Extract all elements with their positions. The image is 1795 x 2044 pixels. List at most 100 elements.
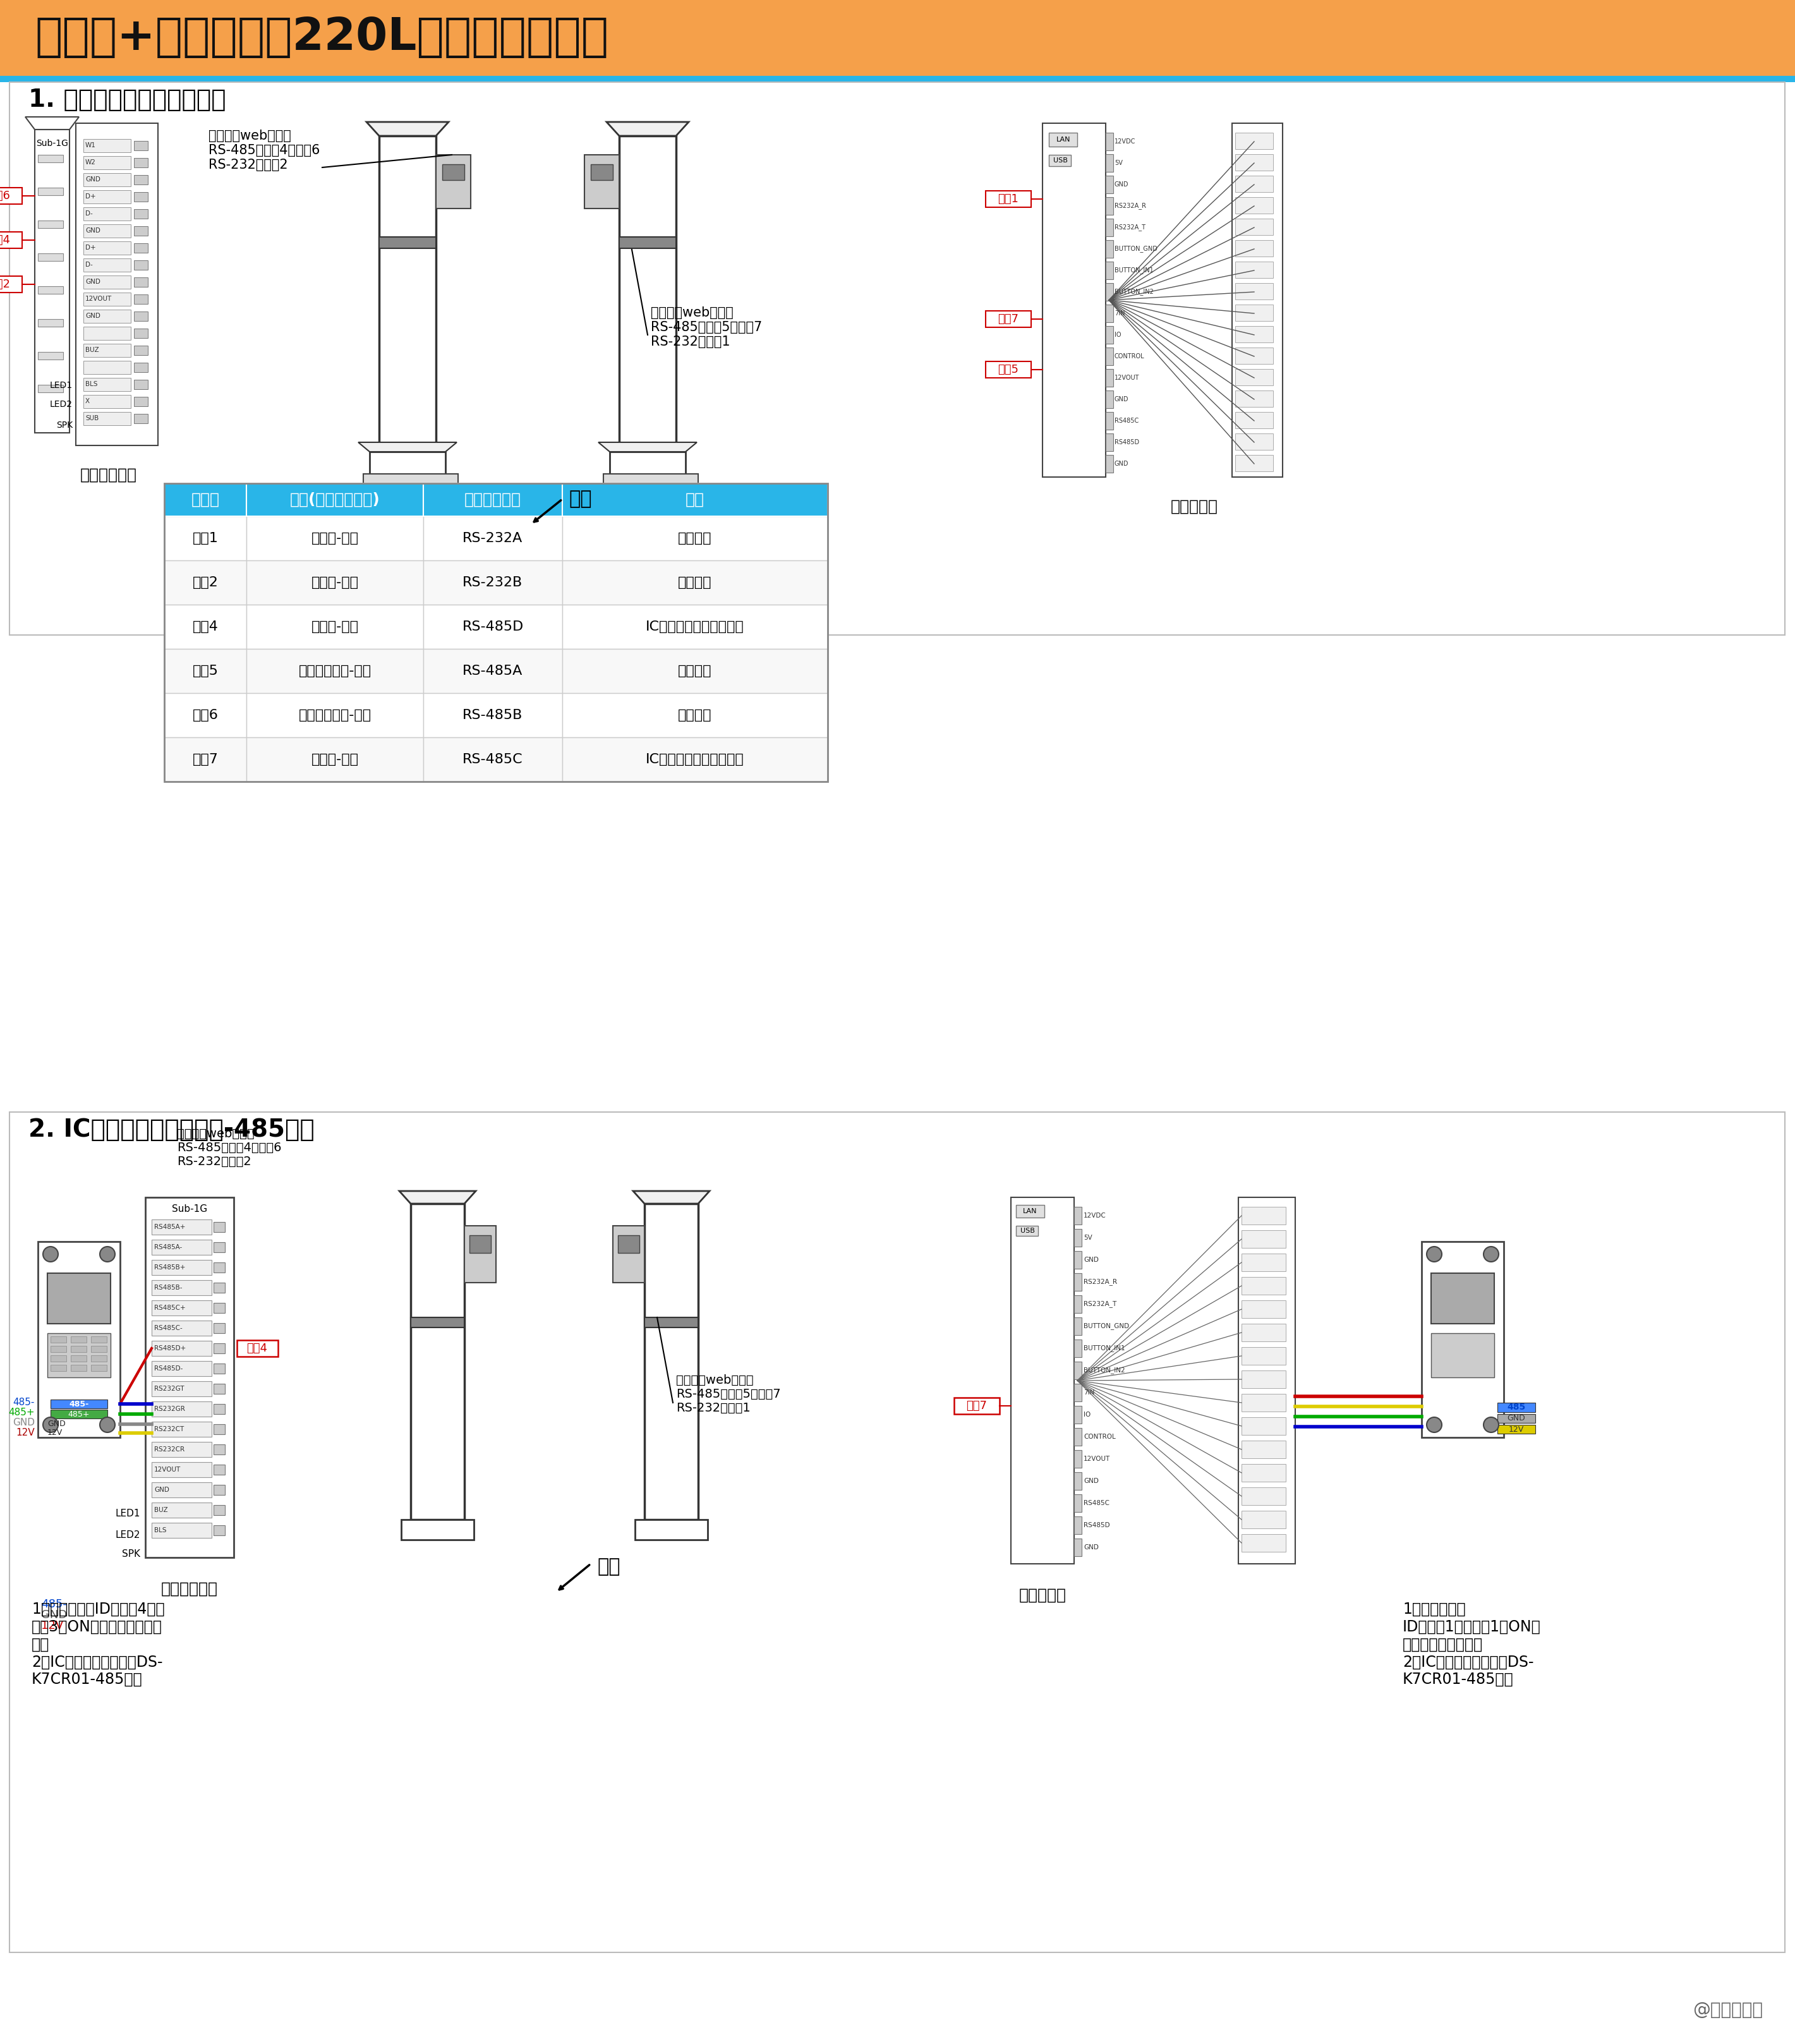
- Bar: [1073, 1206, 1082, 1224]
- Text: Sub-1G: Sub-1G: [172, 1204, 206, 1214]
- Polygon shape: [366, 123, 449, 135]
- Bar: [83, 139, 131, 151]
- Circle shape: [43, 1247, 57, 1261]
- Bar: [165, 482, 827, 781]
- Bar: [0, 0, 1795, 76]
- Bar: [1235, 370, 1273, 386]
- Text: 12V: 12V: [41, 1621, 63, 1631]
- Bar: [151, 1482, 212, 1498]
- Bar: [424, 517, 562, 560]
- Text: 出向对应web显示：
RS-485：串口4、串口6
RS-232：串口2: 出向对应web显示： RS-485：串口4、串口6 RS-232：串口2: [178, 1128, 282, 1167]
- Bar: [424, 693, 562, 738]
- Text: 串口7: 串口7: [966, 1400, 987, 1412]
- Text: GND: GND: [86, 278, 101, 284]
- Text: GND: GND: [1084, 1257, 1099, 1263]
- Bar: [1235, 133, 1273, 149]
- Bar: [246, 693, 424, 738]
- Bar: [411, 1318, 465, 1327]
- Text: GND: GND: [1115, 460, 1129, 466]
- Bar: [83, 225, 131, 237]
- Text: RS-485C: RS-485C: [463, 752, 522, 766]
- Bar: [1016, 1226, 1038, 1237]
- Bar: [1073, 1251, 1082, 1269]
- Text: LAN: LAN: [1055, 137, 1070, 143]
- Bar: [83, 394, 131, 409]
- Text: 1. 串口用途分布及用途说明: 1. 串口用途分布及用途说明: [29, 88, 226, 112]
- Bar: [1239, 1198, 1296, 1564]
- Bar: [1106, 327, 1113, 343]
- Text: 12V: 12V: [16, 1429, 34, 1437]
- Bar: [83, 292, 131, 307]
- Text: 串口2: 串口2: [0, 278, 11, 290]
- Bar: [135, 192, 147, 202]
- Text: GND: GND: [154, 1486, 169, 1492]
- Text: 指纹头-进门: 指纹头-进门: [311, 531, 359, 544]
- Text: 权限控制器: 权限控制器: [1170, 499, 1217, 515]
- Bar: [0, 188, 22, 204]
- Bar: [635, 1519, 707, 1539]
- Text: BUTTON_IN1: BUTTON_IN1: [1115, 268, 1154, 274]
- Bar: [1073, 1429, 1082, 1445]
- Bar: [165, 738, 246, 781]
- Bar: [38, 253, 63, 262]
- Bar: [151, 1300, 212, 1316]
- Bar: [92, 1365, 106, 1372]
- Bar: [1422, 1241, 1504, 1437]
- Bar: [1073, 1406, 1082, 1423]
- Bar: [562, 482, 827, 517]
- Bar: [591, 164, 612, 180]
- Bar: [135, 294, 147, 305]
- Text: RS485A-: RS485A-: [154, 1245, 181, 1251]
- Polygon shape: [25, 117, 79, 129]
- Text: 2. IC读卡器接入人员通道-485方式: 2. IC读卡器接入人员通道-485方式: [29, 1118, 314, 1141]
- Text: 默认通讯方式: 默认通讯方式: [465, 493, 521, 507]
- Text: 入口: 入口: [569, 491, 592, 509]
- Bar: [214, 1525, 224, 1535]
- Text: USB: USB: [1020, 1228, 1034, 1235]
- Bar: [585, 155, 619, 208]
- Text: 串口5: 串口5: [192, 664, 219, 677]
- Text: 5V: 5V: [1115, 159, 1122, 166]
- Bar: [47, 1273, 111, 1325]
- Bar: [38, 352, 63, 360]
- Bar: [151, 1402, 212, 1416]
- Text: USB: USB: [1054, 157, 1068, 164]
- Bar: [1106, 282, 1113, 300]
- Bar: [135, 397, 147, 407]
- Text: 权限控制器: 权限控制器: [1020, 1588, 1066, 1602]
- Text: SUB: SUB: [86, 415, 99, 421]
- Bar: [1242, 1535, 1285, 1551]
- Bar: [1497, 1414, 1535, 1423]
- Bar: [1235, 262, 1273, 278]
- Text: 12VOUT: 12VOUT: [154, 1466, 181, 1474]
- Text: 485+: 485+: [9, 1408, 34, 1419]
- Bar: [1242, 1230, 1285, 1249]
- Bar: [246, 517, 424, 560]
- Bar: [1235, 347, 1273, 364]
- Text: W2: W2: [86, 159, 95, 166]
- Text: 备注: 备注: [686, 493, 704, 507]
- Bar: [0, 231, 22, 247]
- Text: SPK: SPK: [56, 421, 72, 429]
- Text: IC读卡器或身份证阅读器: IC读卡器或身份证阅读器: [646, 621, 745, 634]
- Text: RS232A_R: RS232A_R: [1115, 202, 1147, 208]
- Bar: [151, 1423, 212, 1437]
- Text: RS232GT: RS232GT: [154, 1386, 185, 1392]
- Text: 串口7: 串口7: [192, 752, 219, 766]
- Text: RS485D: RS485D: [1115, 439, 1140, 446]
- Text: RS485C: RS485C: [1115, 417, 1138, 423]
- Text: 串口1: 串口1: [998, 194, 1020, 204]
- Bar: [424, 482, 562, 517]
- Bar: [1106, 262, 1113, 280]
- Bar: [1242, 1416, 1285, 1435]
- Text: GND: GND: [86, 176, 101, 182]
- Text: RS232A_R: RS232A_R: [1084, 1280, 1116, 1286]
- Bar: [151, 1259, 212, 1275]
- Bar: [83, 362, 131, 374]
- Text: 7IN: 7IN: [1084, 1390, 1095, 1396]
- Bar: [70, 1365, 86, 1372]
- Bar: [562, 738, 827, 781]
- Bar: [0, 76, 1795, 82]
- Text: GND: GND: [1508, 1414, 1526, 1423]
- Bar: [246, 738, 424, 781]
